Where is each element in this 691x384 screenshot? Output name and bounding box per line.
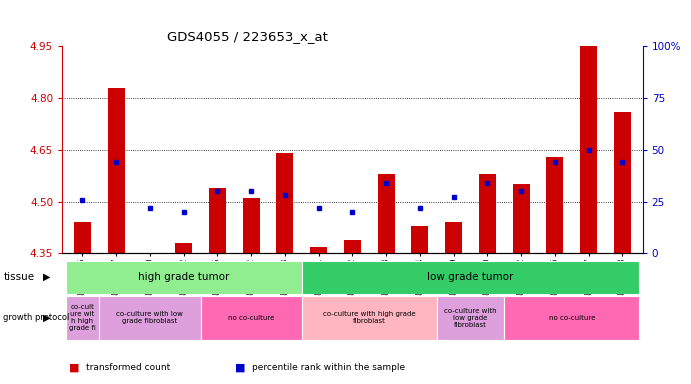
- Bar: [580, 46, 597, 253]
- Text: percentile rank within the sample: percentile rank within the sample: [252, 364, 406, 372]
- Text: tissue: tissue: [3, 272, 35, 282]
- Bar: [276, 153, 294, 253]
- Bar: [66, 261, 302, 294]
- Bar: [378, 174, 395, 253]
- Text: ▶: ▶: [43, 272, 50, 282]
- Bar: [209, 188, 226, 253]
- Text: high grade tumor: high grade tumor: [138, 272, 229, 283]
- Text: ▶: ▶: [43, 313, 50, 323]
- Text: co-culture with
low grade
fibroblast: co-culture with low grade fibroblast: [444, 308, 497, 328]
- Text: co-cult
ure wit
h high
grade fi: co-cult ure wit h high grade fi: [69, 304, 96, 331]
- Text: no co-culture: no co-culture: [549, 315, 595, 321]
- Bar: [513, 184, 529, 253]
- Bar: [100, 296, 200, 340]
- Text: ■: ■: [235, 362, 245, 372]
- Bar: [437, 296, 504, 340]
- Bar: [614, 112, 631, 253]
- Bar: [66, 296, 100, 340]
- Text: low grade tumor: low grade tumor: [427, 272, 513, 283]
- Text: co-culture with high grade
fibroblast: co-culture with high grade fibroblast: [323, 311, 415, 324]
- Text: co-culture with low
grade fibroblast: co-culture with low grade fibroblast: [117, 311, 183, 324]
- Bar: [108, 88, 124, 253]
- Bar: [411, 226, 428, 253]
- Text: GDS4055 / 223653_x_at: GDS4055 / 223653_x_at: [167, 30, 328, 43]
- Bar: [445, 222, 462, 253]
- Text: ■: ■: [69, 362, 79, 372]
- Bar: [504, 296, 639, 340]
- Text: no co-culture: no co-culture: [228, 315, 274, 321]
- Bar: [479, 174, 496, 253]
- Bar: [344, 240, 361, 253]
- Bar: [302, 261, 639, 294]
- Bar: [74, 222, 91, 253]
- Bar: [243, 198, 260, 253]
- Bar: [176, 243, 192, 253]
- Bar: [200, 296, 302, 340]
- Bar: [302, 296, 437, 340]
- Bar: [547, 157, 563, 253]
- Text: transformed count: transformed count: [86, 364, 171, 372]
- Text: growth protocol: growth protocol: [3, 313, 70, 323]
- Bar: [310, 247, 327, 253]
